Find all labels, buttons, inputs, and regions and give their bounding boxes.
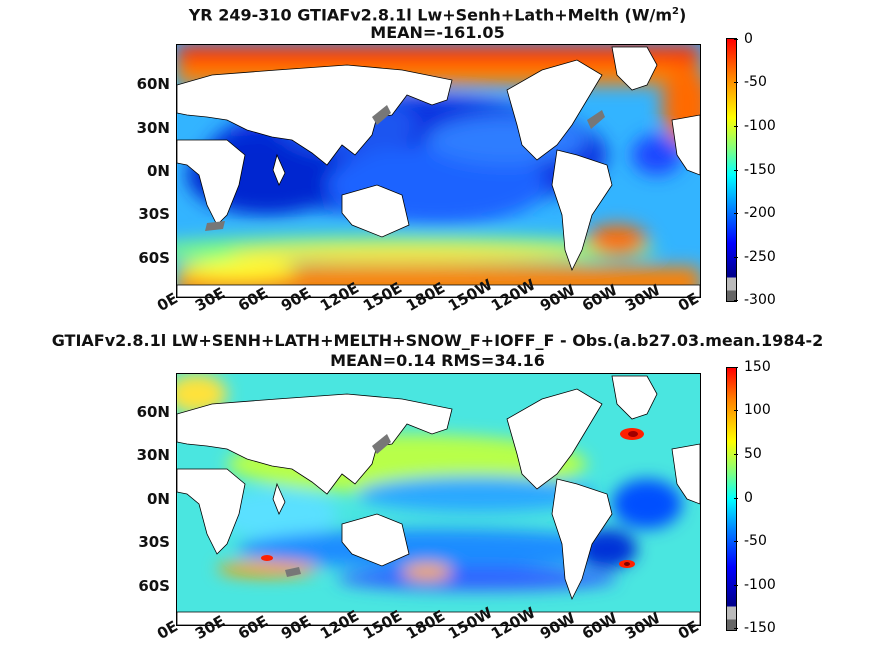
panel1-colorbar-tick: -250	[734, 249, 776, 265]
panel2-ylabel-30s: 30S	[138, 533, 170, 551]
panel1-map	[176, 44, 701, 298]
panel2-colorbar	[726, 367, 737, 631]
panel1-ylabel-60n: 60N	[136, 75, 170, 93]
panel1-subtitle: MEAN=-161.05	[370, 23, 505, 42]
panel1-title-superscript: 2	[672, 6, 679, 17]
panel1-colorbar-tick: -150	[734, 162, 776, 178]
panel1-ylabel-30s: 30S	[138, 205, 170, 223]
panel1-colorbar-tick: -200	[734, 205, 776, 221]
panel1-ylabel-60s: 60S	[138, 249, 170, 267]
panel1-ylabel-0n: 0N	[147, 162, 170, 180]
panel1-title-close: )	[678, 5, 687, 25]
panel2-map	[176, 373, 701, 626]
panel2-ylabel-0n: 0N	[147, 490, 170, 508]
panel1-ylabel-30n: 30N	[136, 119, 170, 137]
panel2-title: GTIAFv2.8.1l LW+SENH+LATH+MELTH+SNOW_F+I…	[51, 331, 824, 350]
panel1-colorbar-tick: 0	[734, 31, 753, 47]
panel2-ylabel-30n: 30N	[136, 446, 170, 464]
panel2-subtitle: MEAN=0.14 RMS=34.16	[330, 351, 545, 370]
panel1-colorbar-tick: -50	[734, 74, 767, 90]
panel2-ylabel-60s: 60S	[138, 577, 170, 595]
panel2-colorbar-tick: 100	[734, 402, 771, 418]
panel2-colorbar-tick: 50	[734, 446, 762, 462]
panel2-colorbar-tick: -50	[734, 533, 767, 549]
panel2-colorbar-tick: 0	[734, 490, 753, 506]
panel2-ylabel-60n: 60N	[136, 403, 170, 421]
panel2-colorbar-tick: 150	[734, 359, 771, 375]
panel1-colorbar-tick: -300	[734, 292, 776, 308]
panel2-colorbar-tick: -150	[734, 620, 776, 636]
panel1-title: YR 249-310 GTIAFv2.8.1l Lw+Senh+Lath+Mel…	[0, 2, 875, 24]
panel1-title-text: YR 249-310 GTIAFv2.8.1l Lw+Senh+Lath+Mel…	[188, 5, 672, 25]
panel1-colorbar-tick: -100	[734, 118, 776, 134]
panel2-colorbar-tick: -100	[734, 577, 776, 593]
